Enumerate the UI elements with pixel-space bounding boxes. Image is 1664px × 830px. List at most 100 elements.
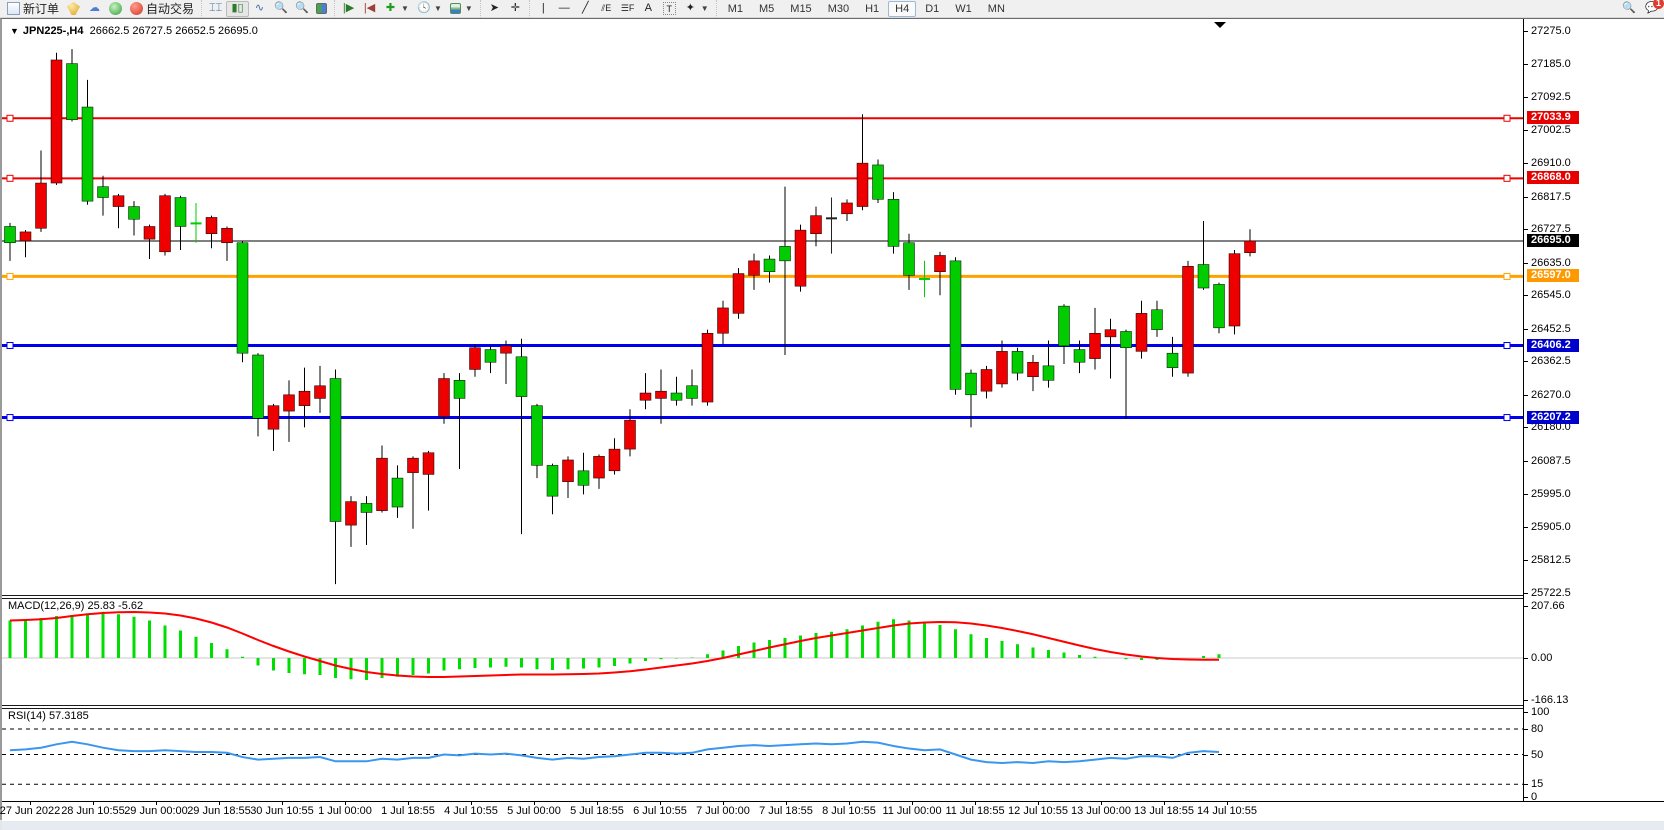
periodicity-button[interactable]: 🕓 ▼	[413, 1, 446, 17]
price-tick-label: 27185.0	[1531, 57, 1571, 70]
text-button[interactable]: A	[638, 1, 659, 17]
time-tick-label: 11 Jul 00:00	[882, 805, 942, 817]
line-endpoint-marker[interactable]	[1503, 272, 1511, 280]
candle-body	[794, 229, 807, 287]
candle-body	[965, 372, 977, 396]
candle-body	[221, 228, 233, 244]
axis-tick	[1524, 593, 1528, 594]
axis-tick	[1524, 699, 1528, 701]
axis-tick	[1524, 262, 1528, 264]
candle-body	[655, 390, 667, 399]
line-endpoint-marker[interactable]	[6, 114, 14, 122]
zoom-in-button[interactable]: 🔍	[270, 1, 291, 17]
crosshair-button[interactable]: ✛	[505, 1, 526, 17]
cursor-button[interactable]: ➤	[484, 1, 505, 17]
expert-advisors-button[interactable]	[63, 1, 84, 17]
bar-chart-button[interactable]: ⌶⌶	[205, 1, 226, 17]
macd-signal-line	[9, 610, 1219, 678]
macd-pane[interactable]	[2, 599, 1523, 705]
axis-tick	[1524, 427, 1528, 429]
timeframe-button-D1[interactable]: D1	[925, 2, 940, 15]
macd-axis-label: -166.13	[1531, 693, 1569, 706]
time-tick	[282, 802, 283, 805]
time-tick	[975, 802, 976, 805]
tile-windows-button[interactable]	[312, 1, 331, 17]
equidistant-channel-button[interactable]: ⫽E	[596, 1, 617, 17]
time-tick-label: 7 Jul 00:00	[696, 805, 750, 817]
text-label-button[interactable]: T	[659, 1, 680, 17]
line-endpoint-marker[interactable]	[1503, 174, 1511, 182]
horizontal-line-button[interactable]: —	[554, 1, 575, 17]
rsi-pane[interactable]	[2, 709, 1523, 801]
candle-body	[407, 457, 419, 473]
timeframe-button-H4[interactable]: H4	[888, 0, 917, 17]
expert-advisors-icon	[67, 2, 81, 15]
autotrading-button[interactable]: 自动交易	[126, 1, 198, 17]
candle-body	[887, 199, 900, 247]
timeframe-button-M1[interactable]: M1	[727, 2, 743, 15]
price-axis[interactable]: 27275.0 27185.0 27092.5 27002.5 26910.0 26817…	[1524, 19, 1664, 803]
candle-body	[252, 354, 264, 419]
zoom-out-button[interactable]: 🔍	[291, 1, 312, 17]
timeframe-button-W1[interactable]: W1	[955, 2, 972, 15]
line-endpoint-marker[interactable]	[6, 414, 14, 422]
price-line-badge: 26406.2	[1527, 338, 1579, 352]
axis-tick	[1524, 560, 1528, 562]
timeframe-button-MN[interactable]: MN	[987, 2, 1005, 15]
pane-separator-macd[interactable]	[2, 595, 1664, 599]
candle-chart-icon: ▮▯	[231, 2, 244, 14]
time-tick-label: 30 Jun 10:55	[250, 805, 314, 817]
horizontal-line-icon: —	[558, 2, 570, 14]
line-endpoint-marker[interactable]	[6, 174, 14, 182]
pane-separator-rsi[interactable]	[2, 705, 1664, 709]
time-tick	[93, 802, 94, 805]
trendline-button[interactable]: ╱	[575, 1, 596, 17]
time-tick	[408, 802, 409, 805]
new-chart-button[interactable]: ✚ ▼	[380, 1, 413, 17]
axis-tick	[1524, 460, 1528, 462]
price-tick-label: 25995.0	[1531, 488, 1571, 501]
clock-icon: 🕓	[416, 2, 431, 14]
arrows-button[interactable]: ✦ ▼	[680, 1, 713, 17]
line-chart-button[interactable]: ∿	[249, 1, 270, 17]
candle-body	[267, 405, 280, 430]
chart-window[interactable]: ▼ JPN225-,H4 26662.5 26727.5 26652.5 2669…	[0, 18, 1664, 830]
timeframe-button-M5[interactable]: M5	[759, 2, 775, 15]
line-endpoint-marker[interactable]	[1503, 114, 1511, 122]
time-tick	[723, 802, 724, 805]
community-button[interactable]: ☁	[84, 1, 105, 17]
new-chart-plus-icon: ✚	[385, 2, 396, 14]
candle-body	[314, 385, 326, 399]
window-menu-icon[interactable]: ▼	[10, 26, 19, 36]
search-icon[interactable]: 🔍	[1622, 2, 1636, 14]
time-tick-label: 5 Jul 00:00	[507, 805, 561, 817]
timeframe-button-H1[interactable]: H1	[865, 2, 880, 15]
price-line-badge: 27033.9	[1527, 111, 1579, 125]
chat-icon[interactable]: 💬 1	[1645, 0, 1664, 15]
time-tick	[471, 802, 472, 805]
line-endpoint-marker[interactable]	[6, 342, 14, 350]
timeframe-button-M15[interactable]: M15	[790, 2, 812, 15]
fibonacci-button[interactable]: ☰F	[617, 1, 638, 17]
candle-body	[1120, 331, 1132, 348]
candle-body	[500, 345, 512, 354]
macd-label: MACD(12,26,9) 25.83 -5.62	[8, 600, 144, 612]
time-tick	[534, 802, 535, 805]
line-endpoint-marker[interactable]	[6, 272, 14, 280]
axis-tick	[1524, 361, 1528, 363]
candle-chart-button[interactable]: ▮▯	[226, 0, 250, 17]
time-axis[interactable]: 27 Jun 2022 28 Jun 10:55 29 Jun 00:00 29 Ju…	[0, 801, 1664, 821]
line-endpoint-marker[interactable]	[1503, 414, 1511, 422]
chart-shift-marker-icon[interactable]	[1214, 22, 1226, 28]
auto-scroll-button[interactable]: |▶	[338, 1, 359, 17]
price-axis-line	[1523, 19, 1524, 801]
vertical-line-button[interactable]: |	[533, 1, 554, 17]
signals-button[interactable]	[105, 1, 126, 17]
main-price-pane[interactable]	[2, 19, 1523, 597]
indicators-button[interactable]: ▼	[446, 1, 477, 17]
chart-shift-button[interactable]: |◀	[359, 1, 380, 17]
candle-body	[205, 217, 218, 234]
new-order-button[interactable]: 新订单	[3, 1, 63, 17]
timeframe-button-M30[interactable]: M30	[827, 2, 850, 15]
line-endpoint-marker[interactable]	[1503, 342, 1511, 350]
